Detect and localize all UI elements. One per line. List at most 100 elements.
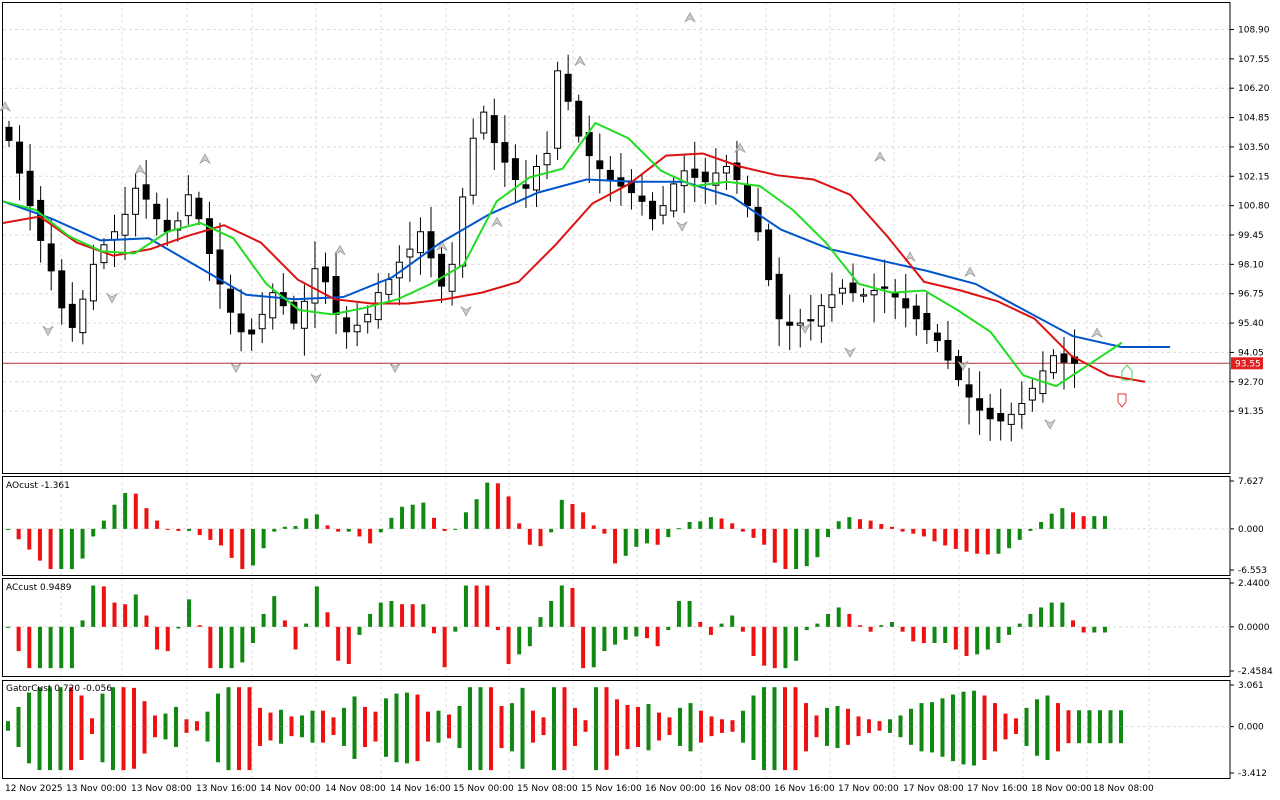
ac-bar-down xyxy=(953,626,958,650)
gator-upper-bar-up xyxy=(436,710,441,727)
ao-indicator-label: AOcust -1.361 xyxy=(6,481,70,491)
price-tick-label: 104.85 xyxy=(1238,114,1270,124)
gator-upper-bar-down xyxy=(814,715,819,727)
gator-upper-bar-down xyxy=(331,717,336,727)
gator-upper-bar-up xyxy=(940,698,945,727)
ac-bar-up xyxy=(815,623,820,627)
current-price-tag xyxy=(1231,357,1263,370)
gator-lower-bar-up xyxy=(279,726,283,744)
gator-upper-bar-up xyxy=(48,687,52,727)
gator-upper-bar-down xyxy=(195,721,199,727)
ac-bar-down xyxy=(144,615,149,627)
bull-candle xyxy=(406,248,414,258)
ao-bar-up xyxy=(421,502,426,529)
gator-upper-bar-down xyxy=(615,699,619,727)
gator-upper-bar-up xyxy=(100,693,105,727)
ac-bar-up xyxy=(69,626,74,669)
gator-upper-bar-down xyxy=(720,719,724,727)
fractal-down-icon xyxy=(799,323,811,334)
gator-upper-bar-down xyxy=(1066,710,1071,727)
ac-bar-up xyxy=(250,626,255,644)
ac-bar-up xyxy=(463,585,468,627)
bear-candle xyxy=(227,288,235,313)
ao-bar-down xyxy=(772,528,777,563)
fractal-down-icon xyxy=(310,373,322,384)
time-axis[interactable]: 12 Nov 2025 13 Nov 00:00 13 Nov 08:00 13 No… xyxy=(5,784,1154,794)
price-tick-label: 96.75 xyxy=(1238,290,1264,300)
ao-bar-up xyxy=(1060,508,1065,529)
gator-upper-bar-up xyxy=(352,696,357,727)
gator-lower-bar-up xyxy=(468,726,472,771)
bear-candle xyxy=(58,270,66,309)
bull-candle xyxy=(533,166,540,191)
osc-tick-label: 0.0000 xyxy=(1238,623,1270,633)
gator-lower-bar-down xyxy=(79,726,84,761)
ac-bar-down xyxy=(581,626,586,669)
bull-candle xyxy=(132,187,140,215)
gator-lower-bar-down xyxy=(573,726,577,746)
gator-lower-bar-down xyxy=(531,726,535,743)
bull-candle xyxy=(364,313,372,323)
gator-upper-bar-down xyxy=(289,716,294,727)
bear-candle xyxy=(290,301,298,324)
bear-candle xyxy=(195,197,203,220)
bull-candle xyxy=(860,294,868,297)
gator-lower-bar-up xyxy=(205,726,210,742)
bear-candle xyxy=(691,168,699,178)
ao-bar-down xyxy=(495,483,500,529)
ao-bar-down xyxy=(155,520,160,529)
bull-candle xyxy=(111,231,118,241)
time-tick-label: 14 Nov 16:00 xyxy=(390,784,451,794)
price-axis[interactable]: 108.90 107.55 106.20 104.85 103.50 102.15 100.… xyxy=(1230,26,1270,418)
ao-bar-up xyxy=(826,528,831,538)
bear-candle xyxy=(153,203,161,220)
ao-bar-down xyxy=(527,528,532,545)
gator-lower-bar-up xyxy=(888,726,892,733)
ao-bar-up xyxy=(304,518,309,529)
bear-candle xyxy=(205,218,213,254)
ac-bar-up xyxy=(932,626,937,644)
gator-upper-bar-up xyxy=(888,719,892,727)
ac-bar-down xyxy=(740,626,745,632)
bull-candle xyxy=(184,194,192,217)
gator-lower-bar-down xyxy=(1014,726,1018,734)
gator-lower-bar-down xyxy=(699,726,703,743)
bull-candle xyxy=(838,287,846,294)
gator-upper-bar-up xyxy=(27,692,31,727)
ao-bar-down xyxy=(197,528,202,536)
gator-upper-bar-up xyxy=(898,715,903,727)
bear-candle xyxy=(37,199,45,241)
ac-bar-down xyxy=(123,604,128,627)
gator-lower-bar-up xyxy=(688,726,693,752)
gator-lower-bar-up xyxy=(835,726,840,749)
gator-lower-bar-down xyxy=(730,726,735,732)
gator-lower-bar-up xyxy=(940,726,945,757)
bull-candle xyxy=(448,263,456,292)
bull-candle xyxy=(1018,403,1026,415)
price-tick-label: 98.10 xyxy=(1238,260,1264,270)
gator-lower-bar-down xyxy=(153,726,157,738)
gator-upper-bar-up xyxy=(1045,695,1050,727)
bear-candle xyxy=(575,100,583,137)
candlestick-series[interactable] xyxy=(5,54,1079,442)
main-price-panel[interactable]: 93.55 xyxy=(3,357,1263,370)
gator-lower-bar-up xyxy=(1108,726,1113,744)
ao-bar-up xyxy=(1039,521,1044,529)
gator-lower-bar-down xyxy=(142,726,147,754)
gator-upper-bar-up xyxy=(825,707,829,727)
gator-upper-bar-down xyxy=(877,721,882,727)
ao-bar-down xyxy=(964,528,969,552)
fractal-up-icon xyxy=(491,216,503,228)
ac-bar-up xyxy=(719,623,724,627)
gator-lower-bar-down xyxy=(132,726,136,769)
gator-lower-bar-up xyxy=(352,726,357,759)
bear-candle xyxy=(522,184,530,189)
gator-upper-bar-down xyxy=(541,717,546,727)
ao-bar-up xyxy=(815,528,820,558)
ao-bar-down xyxy=(889,526,894,529)
ao-bar-up xyxy=(1007,528,1012,549)
gator-upper-bar-up xyxy=(930,702,934,727)
gator-lower-bar-up xyxy=(1087,726,1092,744)
ac-bar-up xyxy=(1007,626,1012,635)
